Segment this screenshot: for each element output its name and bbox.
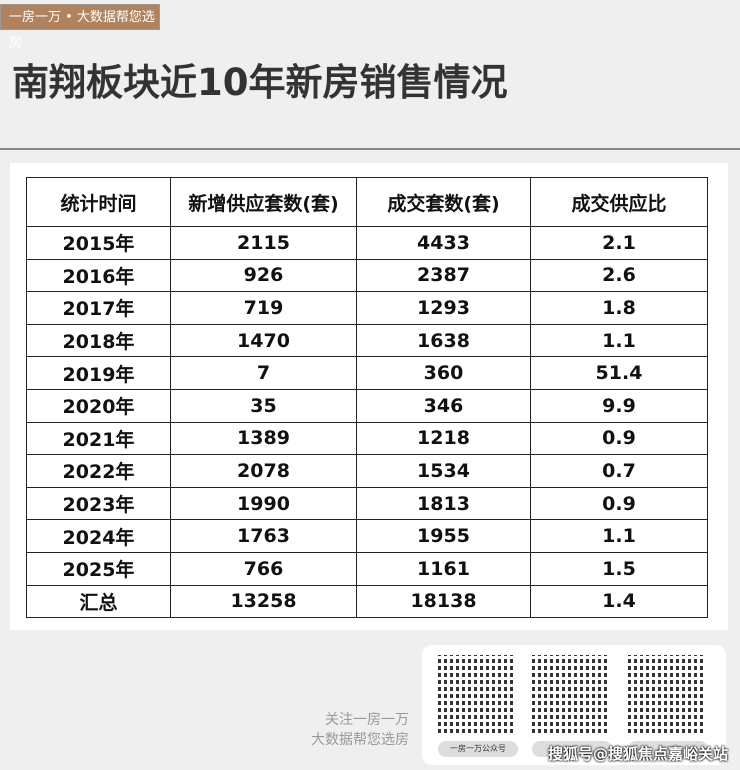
table-cell: 1763: [170, 519, 357, 553]
table-row: 2022年 2078 1534 0.7: [26, 454, 708, 488]
table-cell: 719: [170, 291, 357, 325]
table-cell: 1.5: [530, 551, 708, 586]
table-row: 2024年 1763 1955 1.1: [26, 519, 708, 553]
table-row: 2023年 1990 1813 0.9: [26, 486, 708, 521]
table-cell: 2019年: [26, 356, 171, 390]
qr-label: [532, 741, 612, 757]
table-panel: 统计时间 新增供应套数(套) 成交套数(套) 成交供应比 2015年 2115 44…: [10, 163, 728, 630]
qr-code-mini-program: [628, 655, 706, 733]
table-row: 2025年 766 1161 1.5: [26, 551, 708, 586]
qr-label: 一房一万公众号: [438, 741, 518, 757]
table-cell: 汇总: [26, 584, 171, 619]
table-cell: 346: [356, 388, 531, 423]
table-row: 汇总 13258 18138 1.4: [26, 584, 708, 619]
table-row: 2016年 926 2387 2.6: [26, 258, 708, 293]
table-cell: 1.8: [530, 291, 708, 325]
table-cell: 1.1: [530, 323, 708, 358]
table-cell: 35: [170, 388, 357, 423]
page-title: 南翔板块近10年新房销售情况: [12, 61, 508, 104]
table-cell: 766: [170, 551, 357, 586]
divider: [0, 148, 740, 150]
table-row: 2021年 1389 1218 0.9: [26, 421, 708, 456]
table-row: 2019年 7 360 51.4: [26, 356, 708, 390]
watermark: 搜狐号@搜狐焦点嘉峪关站: [548, 745, 729, 763]
table-cell: 360: [356, 356, 531, 390]
table-cell: 18138: [356, 584, 531, 619]
qr-code-official-account: [438, 655, 516, 733]
table-cell: 1293: [356, 291, 531, 325]
table-row: 2015年 2115 4433 2.1: [26, 226, 708, 260]
sales-table: 统计时间 新增供应套数(套) 成交套数(套) 成交供应比 2015年 2115 44…: [26, 177, 708, 619]
table-cell: 1990: [170, 486, 357, 521]
header-cell: 统计时间: [26, 177, 171, 227]
table-cell: 1638: [356, 323, 531, 358]
table-cell: 0.9: [530, 486, 708, 521]
table-cell: 0.9: [530, 421, 708, 456]
table-cell: 1955: [356, 519, 531, 553]
table-cell: 4433: [356, 226, 531, 260]
table-cell: 2078: [170, 454, 357, 488]
table-cell: 2017年: [26, 291, 171, 325]
table-cell: 51.4: [530, 356, 708, 390]
table-cell: 2387: [356, 258, 531, 293]
table-row: 2017年 719 1293 1.8: [26, 291, 708, 325]
brand-badge: 一房一万 • 大数据帮您选房: [0, 4, 160, 51]
table-cell: 0.7: [530, 454, 708, 488]
header-cell: 新增供应套数(套): [170, 177, 357, 227]
qr-label: [628, 741, 708, 757]
qr-panel: 一房一万公众号: [422, 645, 726, 765]
follow-line-2: 大数据帮您选房: [311, 732, 409, 748]
table-cell: 7: [170, 356, 357, 390]
table-cell: 2023年: [26, 486, 171, 521]
table-cell: 2115: [170, 226, 357, 260]
table-cell: 1534: [356, 454, 531, 488]
table-cell: 2022年: [26, 454, 171, 488]
table-cell: 1470: [170, 323, 357, 358]
follow-line-1: 关注一房一万: [325, 712, 409, 728]
table-cell: 9.9: [530, 388, 708, 423]
table-cell: 1389: [170, 421, 357, 456]
table-header-row: 统计时间 新增供应套数(套) 成交套数(套) 成交供应比: [26, 177, 708, 227]
header-cell: 成交供应比: [530, 177, 708, 227]
table-cell: 1.1: [530, 519, 708, 553]
table-cell: 926: [170, 258, 357, 293]
follow-text: 关注一房一万 大数据帮您选房: [284, 710, 409, 750]
table-cell: 13258: [170, 584, 357, 619]
table-cell: 2.6: [530, 258, 708, 293]
table-cell: 1.4: [530, 584, 708, 619]
table-cell: 1161: [356, 551, 531, 586]
table-row: 2018年 1470 1638 1.1: [26, 323, 708, 358]
table-cell: 2021年: [26, 421, 171, 456]
table-cell: 2020年: [26, 388, 171, 423]
table-cell: 2018年: [26, 323, 171, 358]
table-cell: 2016年: [26, 258, 171, 293]
table-row: 2020年 35 346 9.9: [26, 388, 708, 423]
table-cell: 1218: [356, 421, 531, 456]
qr-code-wechat: [532, 655, 610, 733]
table-cell: 1813: [356, 486, 531, 521]
table-cell: 2015年: [26, 226, 171, 260]
header-cell: 成交套数(套): [356, 177, 531, 227]
table-cell: 2025年: [26, 551, 171, 586]
table-cell: 2.1: [530, 226, 708, 260]
table-cell: 2024年: [26, 519, 171, 553]
